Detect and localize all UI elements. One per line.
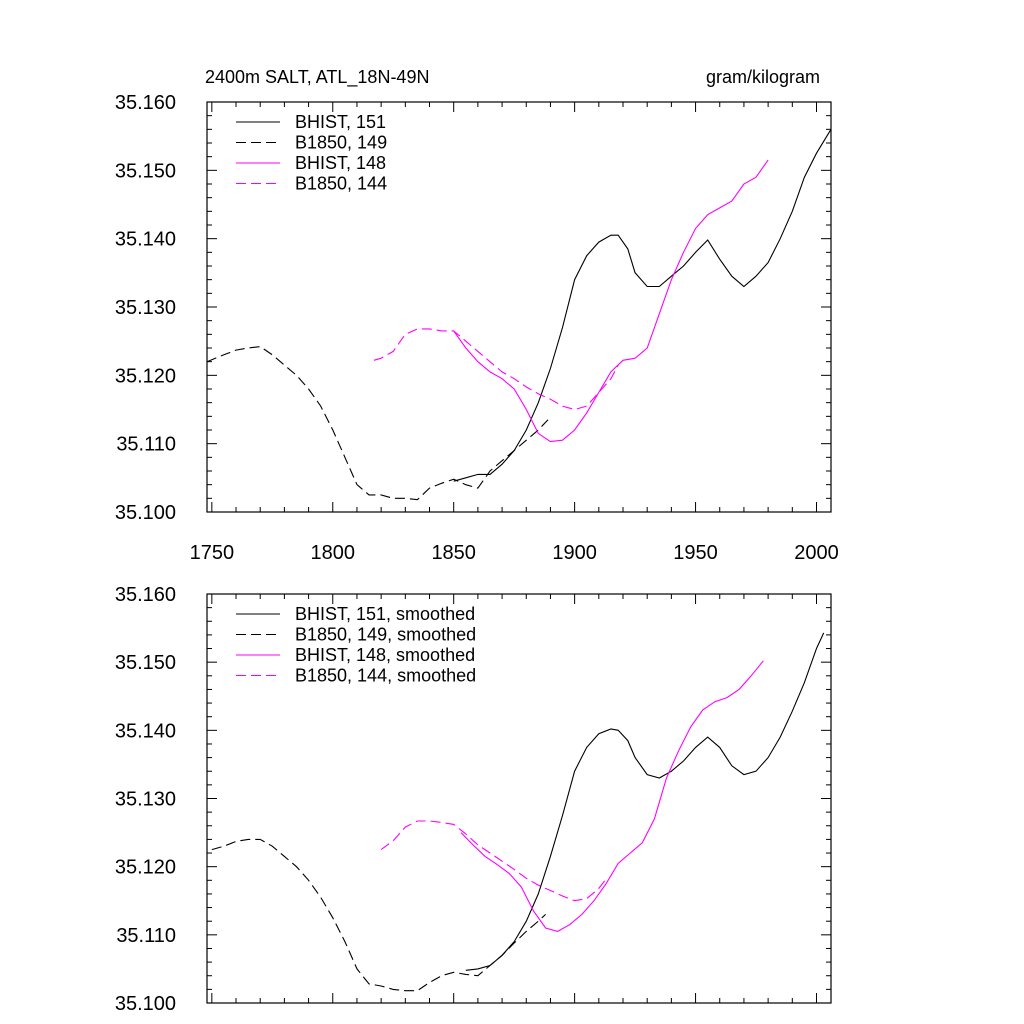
- bottom-y-tick-label: 35.150: [115, 652, 176, 674]
- bottom-panel: 35.100 35.110 35.120 35.130 35.140 35.150 35.1…: [115, 584, 832, 1015]
- bottom-series-line-1: [211, 838, 546, 992]
- top-series-line-1: [206, 346, 549, 501]
- top-panel: 2400m SALT, ATL_18N-49N gram/kilogram 35…: [115, 67, 839, 564]
- top-y-tick-label: 35.160: [115, 92, 176, 114]
- top-x-tick-label: 1850: [431, 542, 476, 564]
- top-legend-label-1: B1850, 149: [295, 133, 387, 153]
- top-y-tick-label: 35.140: [115, 229, 176, 251]
- top-y-tick-label: 35.120: [115, 365, 176, 387]
- bottom-y-tick-label: 35.120: [115, 857, 176, 879]
- top-x-tick-label: 2000: [794, 542, 839, 564]
- bottom-legend-label-0: BHIST, 151, smoothed: [295, 604, 475, 624]
- bottom-y-tick-label: 35.130: [115, 789, 176, 811]
- top-series-line-2: [453, 159, 769, 443]
- top-x-tick-label: 1950: [673, 542, 718, 564]
- bottom-legend-label-3: B1850, 144, smoothed: [295, 666, 476, 686]
- bottom-y-tick-label: 35.110: [116, 925, 176, 947]
- top-series-line-0: [453, 129, 832, 482]
- bottom-series-line-0: [465, 632, 825, 971]
- top-y-tick-label: 35.100: [115, 502, 176, 524]
- bottom-series-line-2: [460, 660, 764, 932]
- top-legend-label-2: BHIST, 148: [295, 153, 386, 173]
- top-legend-label-0: BHIST, 151: [295, 112, 386, 132]
- bottom-series-line-3: [380, 820, 607, 902]
- top-x-tick-label: 1900: [552, 542, 597, 564]
- top-x-tick-label: 1750: [190, 542, 235, 564]
- bottom-y-tick-label: 35.100: [115, 993, 176, 1015]
- top-series-line-3: [373, 328, 619, 411]
- bottom-legend-label-2: BHIST, 148, smoothed: [295, 645, 475, 665]
- bottom-y-tick-label: 35.140: [115, 720, 176, 742]
- top-x-tick-label: 1800: [311, 542, 356, 564]
- bottom-y-tick-label: 35.160: [115, 584, 176, 606]
- top-legend-label-3: B1850, 144: [295, 174, 387, 194]
- top-panel-title: 2400m SALT, ATL_18N-49N: [205, 67, 429, 88]
- bottom-legend-label-1: B1850, 149, smoothed: [295, 625, 476, 645]
- top-panel-units: gram/kilogram: [706, 67, 820, 87]
- top-y-tick-label: 35.130: [115, 297, 176, 319]
- top-y-tick-label: 35.150: [115, 160, 176, 182]
- top-y-tick-label: 35.110: [116, 434, 176, 456]
